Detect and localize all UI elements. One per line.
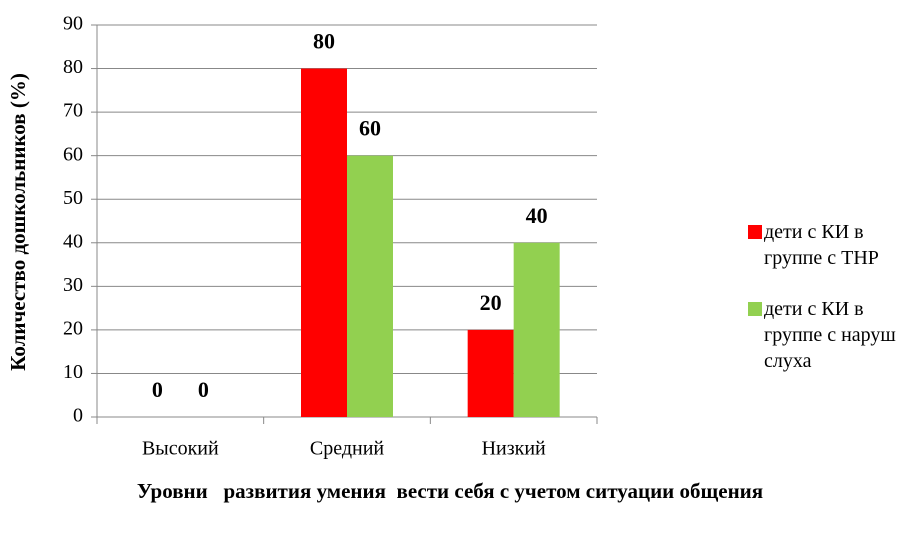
value-label: 20 [480,290,502,315]
y-axis-title: Количество дошкольников (%) [6,73,30,371]
bar [513,242,560,417]
y-tick-label: 0 [73,405,83,427]
legend-swatch [748,302,762,316]
x-tick-label: Высокий [142,438,219,460]
value-label: 0 [198,377,209,402]
x-axis-title: Уровни развития умения вести себя с учет… [136,479,764,503]
y-tick-label: 20 [63,317,83,339]
y-tick-label: 70 [63,100,83,122]
bar [347,155,393,417]
value-label: 80 [313,29,335,54]
y-tick-label: 50 [63,187,83,209]
y-tick-label: 60 [63,143,83,165]
x-tick-label: Низкий [482,438,546,460]
value-label: 60 [359,116,381,141]
x-tick-label: Средний [310,438,385,460]
y-tick-label: 80 [63,56,83,78]
legend-text: дети с КИ в группе с наруш слуха [764,298,896,372]
y-tick-label: 90 [63,13,83,35]
bar [301,68,347,418]
y-tick-label: 30 [63,274,83,296]
legend-swatch [748,225,762,239]
value-label: 40 [526,203,548,228]
value-label: 0 [152,377,163,402]
y-tick-label: 40 [63,230,83,252]
bar [467,329,514,417]
legend-text: дети с КИ в группе с ТНР [764,221,879,269]
y-tick-label: 10 [63,361,83,383]
